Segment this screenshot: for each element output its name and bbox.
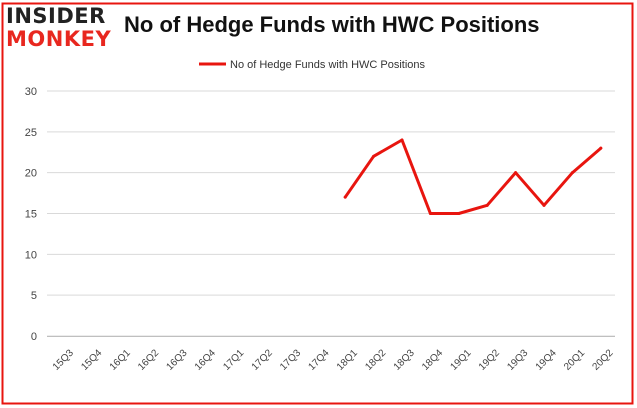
y-tick-label-5: 5 xyxy=(31,290,37,302)
x-tick-label-19Q3: 19Q3 xyxy=(505,347,530,372)
x-tick-label-17Q2: 17Q2 xyxy=(250,347,275,372)
x-tick-label-20Q1: 20Q1 xyxy=(562,347,587,372)
data-point-19Q1 xyxy=(457,212,461,215)
y-tick-label-20: 20 xyxy=(25,168,37,180)
x-tick-label-20Q2: 20Q2 xyxy=(590,347,615,372)
series-line-0 xyxy=(343,138,603,215)
data-point-20Q1 xyxy=(570,171,574,175)
x-tick-label-16Q2: 16Q2 xyxy=(136,347,161,372)
data-point-19Q4 xyxy=(542,203,546,207)
x-tick-label-17Q3: 17Q3 xyxy=(278,347,303,372)
data-point-18Q2 xyxy=(372,154,376,158)
y-tick-label-15: 15 xyxy=(25,209,37,221)
data-point-18Q3 xyxy=(400,138,404,142)
x-tick-label-17Q4: 17Q4 xyxy=(306,347,331,372)
legend-label: No of Hedge Funds with HWC Positions xyxy=(230,59,426,71)
logo-text-insider: INSIDER xyxy=(6,4,106,28)
x-tick-label-19Q2: 19Q2 xyxy=(477,347,502,372)
x-tick-label-15Q4: 15Q4 xyxy=(79,347,104,372)
y-tick-label-30: 30 xyxy=(25,86,37,98)
x-tick-label-19Q4: 19Q4 xyxy=(534,347,559,372)
x-tick-label-19Q1: 19Q1 xyxy=(448,347,473,372)
data-point-20Q2 xyxy=(599,146,603,150)
data-point-18Q4 xyxy=(428,212,432,215)
x-tick-label-18Q2: 18Q2 xyxy=(363,347,388,372)
x-tick-label-18Q1: 18Q1 xyxy=(335,347,360,372)
data-point-19Q3 xyxy=(514,171,518,175)
x-tick-label-16Q3: 16Q3 xyxy=(164,347,189,372)
logo-text-monkey: MONKEY xyxy=(6,27,112,51)
x-tick-label-18Q3: 18Q3 xyxy=(392,347,417,372)
x-tick-label-16Q4: 16Q4 xyxy=(193,347,218,372)
x-tick-label-18Q4: 18Q4 xyxy=(420,347,445,372)
x-tick-label-17Q1: 17Q1 xyxy=(221,347,246,372)
data-point-18Q1 xyxy=(343,195,347,199)
x-tick-label-16Q1: 16Q1 xyxy=(108,347,133,372)
legend: No of Hedge Funds with HWC Positions xyxy=(199,59,426,71)
x-tick-label-15Q3: 15Q3 xyxy=(51,347,76,372)
chart-title: No of Hedge Funds with HWC Positions xyxy=(124,12,540,37)
insider-monkey-logo: INSIDER MONKEY xyxy=(6,4,118,52)
y-tick-label-25: 25 xyxy=(25,127,37,139)
y-tick-label-0: 0 xyxy=(31,331,37,343)
data-point-19Q2 xyxy=(485,203,489,207)
y-tick-label-10: 10 xyxy=(25,249,37,261)
